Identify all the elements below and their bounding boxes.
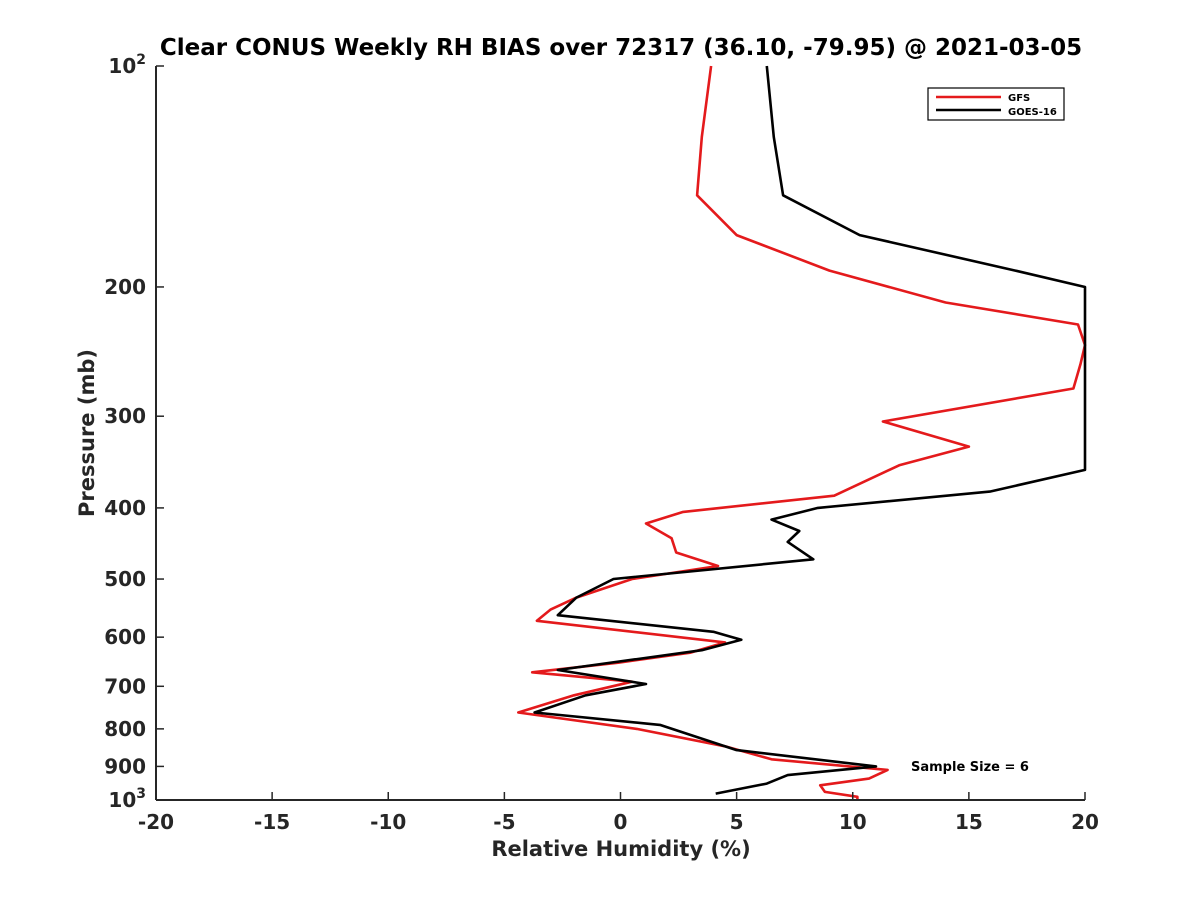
legend: GFS GOES-16	[927, 87, 1065, 121]
x-tick-label: -15	[254, 810, 290, 834]
y-tick-label: 102	[108, 52, 146, 78]
x-tick-label: -10	[370, 810, 406, 834]
y-tick-label: 700	[104, 674, 146, 698]
legend-label-gfs: GFS	[1008, 93, 1030, 104]
y-tick-label: 400	[104, 496, 146, 520]
y-tick-label: 103	[108, 786, 146, 812]
x-tick-label: -20	[138, 810, 174, 834]
y-tick-label: 300	[104, 404, 146, 428]
x-tick-label: 0	[614, 810, 628, 834]
x-tick-label: -5	[493, 810, 515, 834]
y-tick-label: 200	[104, 275, 146, 299]
series-line-goes16	[533, 65, 1087, 795]
series-layer	[516, 65, 1087, 800]
sample-size-annotation: Sample Size = 6	[911, 760, 1029, 775]
chart-title: Clear CONUS Weekly RH BIAS over 72317 (3…	[160, 35, 1082, 61]
y-tick-label: 500	[104, 567, 146, 591]
x-axis-title: Relative Humidity (%)	[491, 837, 750, 861]
y-axis-title: Pressure (mb)	[75, 349, 99, 517]
tick-marks	[155, 65, 1086, 801]
x-tick-label: 10	[839, 810, 867, 834]
y-tick-label: 900	[104, 754, 146, 778]
series-line-gfs	[516, 65, 1087, 800]
x-tick-label: 20	[1071, 810, 1099, 834]
legend-label-goes16: GOES-16	[1008, 107, 1057, 118]
y-tick-label: 600	[104, 625, 146, 649]
x-tick-label: 15	[955, 810, 983, 834]
tick-labels: -20 -15 -10 -5 0 5 10 15 20 102 200 300 400 500 600 700…	[104, 52, 1099, 834]
y-tick-label: 800	[104, 717, 146, 741]
legend-box	[927, 87, 1065, 121]
x-tick-label: 5	[730, 810, 744, 834]
